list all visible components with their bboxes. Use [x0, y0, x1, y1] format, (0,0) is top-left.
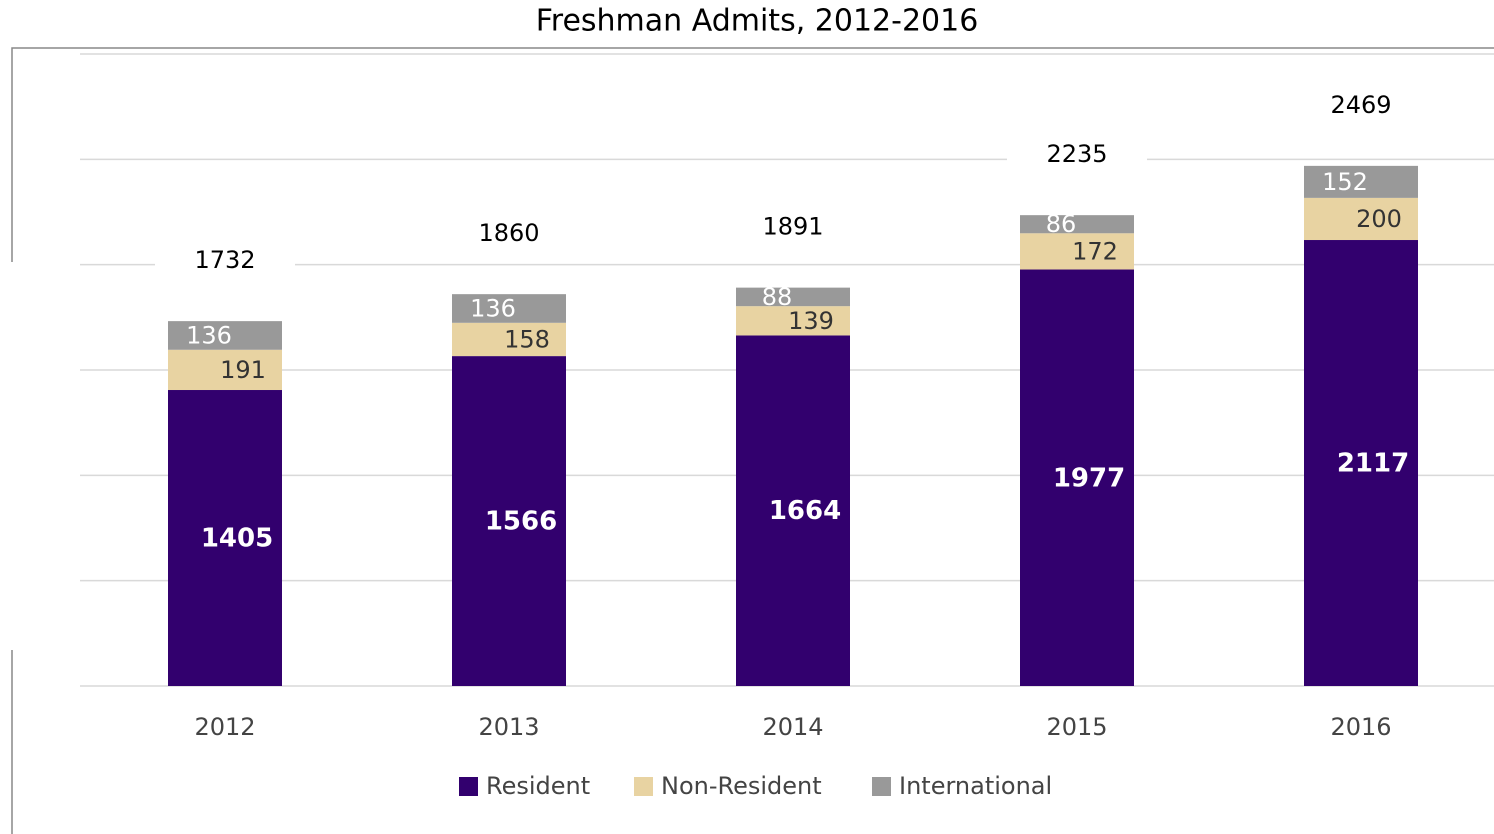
- total-label: 1732: [194, 246, 255, 274]
- data-label: 172: [1072, 237, 1118, 265]
- legend: Resident Non-Resident International: [459, 772, 1052, 800]
- x-tick-label: 2016: [1330, 713, 1391, 741]
- x-tick-label: 2014: [762, 713, 823, 741]
- legend-swatch: [459, 777, 478, 796]
- data-label: 2117: [1337, 449, 1409, 479]
- bar-segment: [1020, 233, 1134, 270]
- bar-segment: [1304, 240, 1418, 686]
- data-label: 158: [504, 325, 550, 353]
- bars: 1405 191 136 1732 2012 1566 158 136 1860 2013 1664…: [155, 87, 1431, 741]
- x-tick-label: 2015: [1046, 713, 1107, 741]
- data-label: 1977: [1053, 463, 1125, 493]
- data-label: 139: [788, 307, 834, 335]
- bar-segment: [168, 321, 282, 350]
- total-label-bg: [155, 243, 295, 280]
- bar-segment: [1020, 215, 1134, 234]
- total-label-bg: [439, 216, 579, 253]
- data-label: 200: [1356, 205, 1402, 233]
- bar-segment: [736, 287, 850, 307]
- total-label: 2469: [1330, 91, 1391, 119]
- total-label-bg: [1291, 87, 1431, 124]
- data-label: 1405: [201, 524, 273, 554]
- data-label: 88: [762, 283, 793, 311]
- total-label: 1891: [762, 213, 823, 241]
- data-label: 86: [1046, 210, 1077, 238]
- bar-segment: [736, 335, 850, 686]
- data-label: 1566: [485, 507, 557, 537]
- bar-segment: [1020, 269, 1134, 686]
- bar-segment: [736, 306, 850, 336]
- total-label: 1860: [478, 219, 539, 247]
- chart-frame: [11, 47, 1494, 834]
- legend-label: International: [899, 772, 1052, 800]
- bar-segment: [1304, 165, 1418, 198]
- chart-title: Freshman Admits, 2012-2016: [536, 4, 979, 39]
- total-label-bg: [1007, 137, 1147, 174]
- legend-label: Resident: [486, 772, 590, 800]
- legend-swatch: [872, 777, 891, 796]
- bar-segment: [168, 349, 282, 391]
- data-label: 136: [186, 321, 232, 349]
- x-tick-label: 2012: [194, 713, 255, 741]
- bar-segment: [452, 356, 566, 686]
- data-label: 152: [1322, 168, 1368, 196]
- total-label: 2235: [1046, 140, 1107, 168]
- total-label-bg: [723, 209, 863, 246]
- legend-label: Non-Resident: [661, 772, 822, 800]
- bar-segment: [168, 390, 282, 686]
- legend-swatch: [634, 777, 653, 796]
- bar-segment: [452, 322, 566, 357]
- bar-segment: [1304, 197, 1418, 241]
- x-tick-label: 2013: [478, 713, 539, 741]
- data-label: 191: [220, 356, 266, 384]
- data-label: 136: [470, 294, 516, 322]
- bar-segment: [452, 294, 566, 323]
- data-label: 1664: [769, 496, 841, 526]
